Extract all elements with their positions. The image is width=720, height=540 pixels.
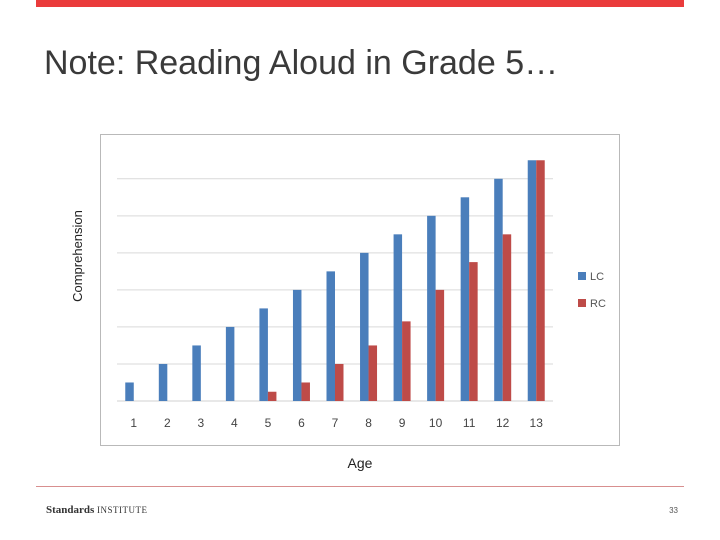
x-tick-label: 8 — [365, 416, 372, 430]
x-tick-label: 10 — [429, 416, 443, 430]
x-axis-label: Age — [347, 455, 373, 471]
legend-label-lc: LC — [590, 271, 604, 283]
bar-lc — [527, 160, 537, 401]
slide-title: Note: Reading Aloud in Grade 5… — [44, 44, 559, 82]
bar-lc — [125, 382, 134, 401]
x-tick-label: 7 — [332, 416, 339, 430]
x-tick-label: 9 — [399, 416, 406, 430]
y-axis-label: Comprehension — [70, 210, 85, 302]
x-tick-label: 6 — [298, 416, 305, 430]
bar-lc — [158, 363, 168, 401]
bar-lc — [393, 234, 403, 401]
logo-light-text: INSTITUTE — [97, 505, 148, 515]
bar-lc — [360, 252, 369, 401]
bar-lc — [427, 215, 436, 401]
x-tick-label: 4 — [231, 416, 238, 430]
bar-lc — [259, 308, 268, 401]
x-tick-label: 11 — [463, 416, 476, 430]
top-accent-bar — [36, 0, 684, 7]
legend-swatch-rc — [578, 299, 586, 307]
bar-lc — [292, 289, 302, 401]
logo-bold-text: Standards — [46, 504, 95, 516]
bar-rc — [301, 382, 310, 401]
bar-rc — [267, 391, 277, 401]
bar-lc — [460, 197, 470, 401]
x-tick-label: 13 — [530, 416, 544, 430]
bar-rc — [435, 289, 445, 401]
bar-rc — [469, 262, 478, 401]
bar-rc — [368, 345, 378, 401]
bar-rc — [402, 321, 411, 401]
chart-frame: 1 2 3 4 5 6 7 8 9 10 11 12 13 LC RC — [100, 134, 620, 446]
footer-logo: Standards INSTITUTE — [46, 504, 148, 516]
bar-rc — [335, 363, 344, 401]
bar-lc — [192, 345, 201, 401]
x-tick-label: 2 — [164, 416, 171, 430]
bar-lc — [225, 326, 235, 401]
x-tick-label: 12 — [496, 416, 510, 430]
bar-lc — [326, 271, 335, 401]
bar-lc — [494, 178, 503, 401]
bar-rc — [502, 234, 512, 401]
page-number: 33 — [669, 506, 678, 515]
legend-swatch-lc — [578, 272, 586, 280]
x-tick-label: 5 — [265, 416, 272, 430]
legend-label-rc: RC — [590, 298, 606, 310]
footer-divider — [36, 486, 684, 487]
x-tick-label: 3 — [198, 416, 205, 430]
bar-rc — [536, 160, 545, 401]
x-tick-label: 1 — [130, 416, 137, 430]
